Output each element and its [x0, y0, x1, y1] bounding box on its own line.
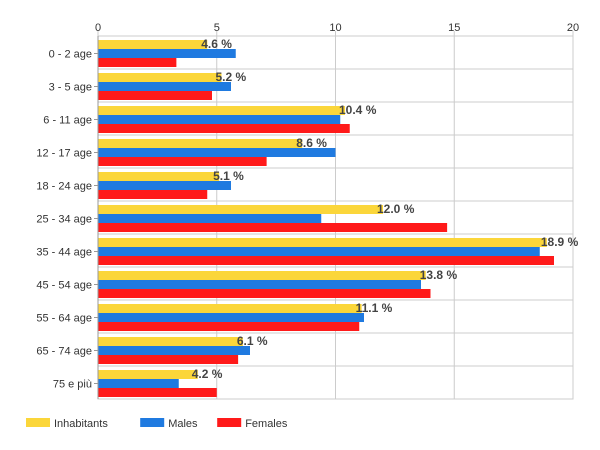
bar-inhabitants	[98, 73, 222, 82]
data-label: 4.6 %	[201, 37, 232, 51]
bar-inhabitants	[98, 40, 208, 49]
bar-inhabitants	[98, 271, 426, 280]
category-label: 45 - 54 age	[36, 280, 92, 292]
bar-inhabitants	[98, 106, 345, 115]
x-tick-label: 20	[567, 22, 579, 34]
legend-label-males: Males	[168, 418, 198, 430]
legend-label-inhabitants: Inhabitants	[54, 418, 108, 430]
bar-males	[98, 49, 236, 58]
bar-inhabitants	[98, 205, 383, 214]
data-label: 4.2 %	[192, 367, 223, 381]
x-tick-label: 15	[448, 22, 460, 34]
x-tick-label: 5	[214, 22, 220, 34]
bar-females	[98, 190, 208, 199]
category-label: 35 - 44 age	[36, 247, 92, 259]
bar-females	[98, 124, 350, 133]
bar-males	[98, 115, 341, 124]
data-label: 5.2 %	[216, 70, 247, 84]
category-label: 6 - 11 age	[43, 115, 92, 127]
category-label: 3 - 5 age	[49, 82, 92, 94]
legend-swatch-inhabitants	[26, 418, 50, 427]
bar-males	[98, 247, 540, 256]
bar-inhabitants	[98, 172, 220, 181]
x-tick-label: 0	[95, 22, 101, 34]
bar-males	[98, 181, 231, 190]
bar-females	[98, 223, 448, 232]
bar-females	[98, 256, 554, 265]
x-tick-label: 10	[329, 22, 341, 34]
bar-males	[98, 148, 336, 157]
category-label: 25 - 34 age	[36, 214, 92, 226]
bar-males	[98, 82, 231, 91]
bar-inhabitants	[98, 304, 362, 313]
bar-females	[98, 388, 217, 397]
category-label: 55 - 64 age	[36, 313, 92, 325]
bar-females	[98, 157, 267, 166]
data-label: 8.6 %	[296, 136, 327, 150]
data-label: 12.0 %	[377, 202, 415, 216]
bar-males	[98, 379, 179, 388]
bar-inhabitants	[98, 238, 547, 247]
category-label: 12 - 17 age	[36, 148, 92, 160]
bar-females	[98, 355, 239, 364]
bar-females	[98, 289, 431, 298]
bar-inhabitants	[98, 337, 243, 346]
category-label: 65 - 74 age	[36, 346, 92, 358]
bar-males	[98, 346, 250, 355]
bar-inhabitants	[98, 370, 198, 379]
bar-females	[98, 58, 177, 67]
bar-females	[98, 322, 360, 331]
category-label: 18 - 24 age	[36, 181, 92, 193]
category-label: 75 e più	[53, 379, 92, 391]
data-label: 18.9 %	[541, 235, 579, 249]
bar-inhabitants	[98, 139, 303, 148]
data-label: 6.1 %	[237, 334, 268, 348]
legend-label-females: Females	[245, 418, 288, 430]
legend-swatch-males	[140, 418, 165, 427]
bar-females	[98, 91, 212, 100]
data-label: 5.1 %	[213, 169, 244, 183]
legend-swatch-females	[217, 418, 242, 427]
data-label: 13.8 %	[420, 268, 458, 282]
data-label: 10.4 %	[339, 103, 377, 117]
bar-males	[98, 280, 421, 289]
bar-males	[98, 214, 322, 223]
category-label: 0 - 2 age	[49, 49, 92, 61]
bar-males	[98, 313, 364, 322]
data-label: 11.1 %	[356, 301, 393, 315]
